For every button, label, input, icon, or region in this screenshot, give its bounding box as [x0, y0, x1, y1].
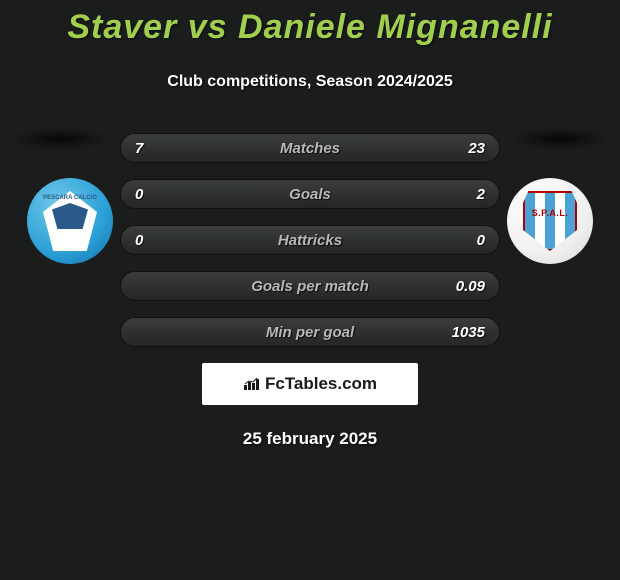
- stat-row: Min per goal 1035: [120, 317, 500, 347]
- stat-row: 0 Hattricks 0: [120, 225, 500, 255]
- stat-row: Goals per match 0.09: [120, 271, 500, 301]
- club-badge-left-shield-icon: [52, 203, 88, 229]
- branding-box: FcTables.com: [202, 363, 418, 405]
- stat-row: 0 Goals 2: [120, 179, 500, 209]
- stat-right-value: 1035: [445, 324, 485, 341]
- stat-left-value: 0: [135, 232, 175, 249]
- stat-row: 7 Matches 23: [120, 133, 500, 163]
- club-badge-right-label: S.P.A.L.: [532, 208, 569, 218]
- bar-chart-icon: [243, 377, 261, 391]
- stat-right-value: 23: [445, 140, 485, 157]
- club-badge-right: S.P.A.L.: [507, 178, 593, 264]
- stat-label: Goals: [289, 186, 331, 203]
- stat-label: Hattricks: [278, 232, 342, 249]
- stat-left-value: 0: [135, 186, 175, 203]
- stat-label: Min per goal: [266, 324, 354, 341]
- club-badge-right-shield-icon: [523, 191, 577, 251]
- branding-text: FcTables.com: [265, 374, 377, 394]
- club-badge-left: PESCARA CALCIO: [27, 178, 113, 264]
- club-badge-left-label: PESCARA CALCIO: [43, 195, 97, 201]
- stat-label: Matches: [280, 140, 340, 157]
- page-subtitle: Club competitions, Season 2024/2025: [0, 73, 620, 91]
- club-badge-stripes: [525, 193, 575, 249]
- comparison-card: Staver vs Daniele Mignanelli Club compet…: [0, 0, 620, 580]
- stat-right-value: 0: [445, 232, 485, 249]
- shadow-decor-left: [10, 128, 110, 150]
- footer-date: 25 february 2025: [0, 429, 620, 449]
- stat-right-value: 2: [445, 186, 485, 203]
- stat-label: Goals per match: [251, 278, 369, 295]
- page-title: Staver vs Daniele Mignanelli: [0, 0, 620, 47]
- stats-table: 7 Matches 23 0 Goals 2 0 Hattricks 0 Goa…: [120, 133, 500, 347]
- stat-right-value: 0.09: [445, 278, 485, 295]
- shadow-decor-right: [510, 128, 610, 150]
- stat-left-value: 7: [135, 140, 175, 157]
